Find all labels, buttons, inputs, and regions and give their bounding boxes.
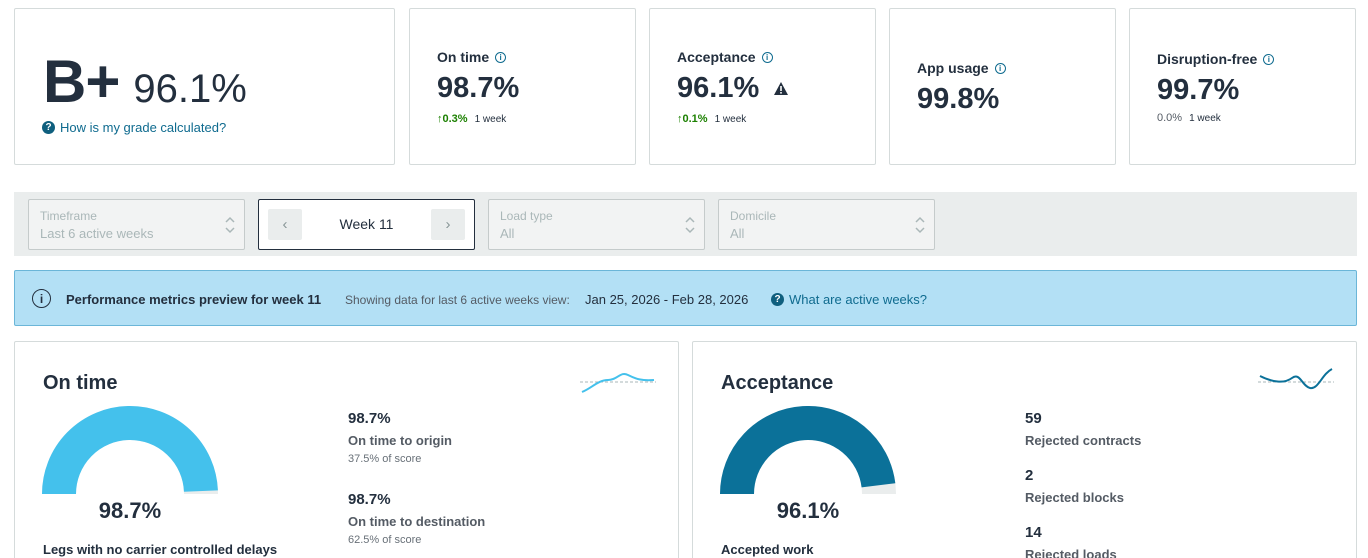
metric-card-disruption-free: Disruption-free i 99.7% 0.0% 1 week xyxy=(1129,8,1356,165)
gauge-value: 96.1% xyxy=(776,498,840,523)
timeframe-select[interactable]: Timeframe Last 6 active weeks xyxy=(28,199,245,250)
gauge-fill xyxy=(720,406,896,495)
metric-title: Acceptance i xyxy=(677,49,773,65)
sparkline-chart[interactable] xyxy=(580,366,656,398)
stat-on-time-origin: 98.7% On time to origin 37.5% of score xyxy=(348,410,452,465)
change-period: 1 week xyxy=(714,113,747,125)
panel-title: Acceptance xyxy=(721,372,834,394)
question-circle-icon: ? xyxy=(42,121,55,134)
week-label: Week 11 xyxy=(339,216,394,232)
stat-label: Rejected loads xyxy=(1025,547,1117,558)
metric-value: 96.1% xyxy=(677,72,789,105)
metric-change: 0.0% 1 week xyxy=(1157,112,1221,124)
metric-title-text: App usage xyxy=(917,60,989,76)
warning-triangle-icon xyxy=(774,82,789,95)
filter-bar: Timeframe Last 6 active weeks ‹ Week 11 … xyxy=(14,192,1357,256)
panel-title: On time xyxy=(43,372,118,394)
change-period: 1 week xyxy=(1189,112,1221,124)
stat-subtext: 37.5% of score xyxy=(348,453,422,465)
info-icon[interactable]: i xyxy=(761,51,773,63)
change-value: 0.3% xyxy=(442,113,468,125)
metric-card-acceptance: Acceptance i 96.1% ↑ 0.1% 1 week xyxy=(649,8,876,165)
stat-rejected-blocks: 2 Rejected blocks xyxy=(1025,467,1124,505)
info-icon[interactable]: i xyxy=(994,62,1006,74)
active-weeks-link-text: What are active weeks? xyxy=(789,292,928,307)
load-type-label: Load type xyxy=(500,209,553,223)
stat-label: Rejected blocks xyxy=(1025,490,1124,505)
stat-label: On time to origin xyxy=(348,433,452,448)
arrow-up-icon: ↑ xyxy=(437,113,443,125)
stat-value: 2 xyxy=(1025,467,1034,484)
change-value: 0.1% xyxy=(682,113,708,125)
gauge-caption: Legs with no carrier controlled delays xyxy=(43,542,278,557)
domicile-value: All xyxy=(730,226,745,241)
metric-card-on-time: On time i 98.7% ↑ 0.3% 1 week xyxy=(409,8,636,165)
load-type-select[interactable]: Load type All xyxy=(488,199,705,250)
next-week-button[interactable]: › xyxy=(431,209,465,240)
metric-title: On time i xyxy=(437,49,507,65)
load-type-value: All xyxy=(500,226,515,241)
on-time-gauge xyxy=(42,406,218,495)
metric-change: ↑ 0.1% 1 week xyxy=(677,113,746,125)
change-period: 1 week xyxy=(474,113,507,125)
info-icon: i xyxy=(32,289,51,308)
stat-value: 98.7% xyxy=(348,410,391,427)
info-icon[interactable]: i xyxy=(495,51,507,63)
metric-value: 98.7% xyxy=(437,72,520,104)
grade-percent: 96.1% xyxy=(133,67,247,111)
banner-title: Performance metrics preview for week 11 xyxy=(66,292,322,307)
metric-value: 99.8% xyxy=(917,83,1000,115)
timeframe-label: Timeframe xyxy=(40,209,97,223)
metric-title: Disruption-free i xyxy=(1157,51,1275,67)
metric-card-app-usage: App usage i 99.8% xyxy=(889,8,1116,165)
stat-value: 14 xyxy=(1025,524,1042,541)
grade-letter: B+ xyxy=(43,48,120,115)
metric-value: 99.7% xyxy=(1157,74,1240,106)
chevron-left-icon: ‹ xyxy=(282,216,288,233)
stat-value: 59 xyxy=(1025,410,1042,427)
banner-date-range: Jan 25, 2026 - Feb 28, 2026 xyxy=(585,292,749,307)
grade-summary: B+ 96.1% xyxy=(43,47,247,116)
change-value: 0.0% xyxy=(1157,112,1183,124)
stat-rejected-contracts: 59 Rejected contracts xyxy=(1025,410,1141,448)
stat-value: 98.7% xyxy=(348,491,391,508)
metric-title-text: Acceptance xyxy=(677,49,756,65)
info-banner: i Performance metrics preview for week 1… xyxy=(14,270,1357,326)
acceptance-gauge xyxy=(720,406,896,495)
gauge-fill xyxy=(42,406,218,495)
domicile-label: Domicile xyxy=(730,209,777,223)
grade-help-link[interactable]: ? How is my grade calculated? xyxy=(42,120,226,135)
sparkline-chart[interactable] xyxy=(1258,366,1334,398)
arrow-up-icon: ↑ xyxy=(677,113,683,125)
previous-week-button[interactable]: ‹ xyxy=(268,209,302,240)
metric-value-text: 96.1% xyxy=(677,72,760,104)
gauge-caption: Accepted work xyxy=(721,542,814,557)
chevron-up-down-icon xyxy=(685,216,695,234)
stat-subtext: 62.5% of score xyxy=(348,534,422,546)
chevron-right-icon: › xyxy=(445,216,451,233)
grade-card: B+ 96.1% ? How is my grade calculated? xyxy=(14,8,395,165)
question-circle-icon: ? xyxy=(771,293,784,306)
stat-rejected-loads: 14 Rejected loads xyxy=(1025,524,1117,558)
grade-help-text: How is my grade calculated? xyxy=(60,120,227,135)
metric-title: App usage i xyxy=(917,60,1006,76)
gauge-value: 98.7% xyxy=(98,498,162,523)
acceptance-panel: Acceptance 96.1% Accepted work 59 Reject… xyxy=(692,341,1357,558)
domicile-select[interactable]: Domicile All xyxy=(718,199,935,250)
metric-title-text: Disruption-free xyxy=(1157,51,1258,67)
banner-subtitle: Showing data for last 6 active weeks vie… xyxy=(345,293,570,307)
chevron-up-down-icon xyxy=(225,216,235,234)
week-selector: ‹ Week 11 › xyxy=(258,199,475,250)
stat-label: Rejected contracts xyxy=(1025,433,1142,448)
chevron-up-down-icon xyxy=(915,216,925,234)
metric-change: ↑ 0.3% 1 week xyxy=(437,113,506,125)
on-time-panel: On time 98.7% Legs with no carrier contr… xyxy=(14,341,679,558)
stat-on-time-destination: 98.7% On time to destination 62.5% of sc… xyxy=(348,491,485,546)
info-icon[interactable]: i xyxy=(1263,53,1275,65)
active-weeks-link[interactable]: ? What are active weeks? xyxy=(771,292,927,307)
stat-label: On time to destination xyxy=(348,514,486,529)
metric-title-text: On time xyxy=(437,49,490,65)
timeframe-value: Last 6 active weeks xyxy=(40,226,154,241)
